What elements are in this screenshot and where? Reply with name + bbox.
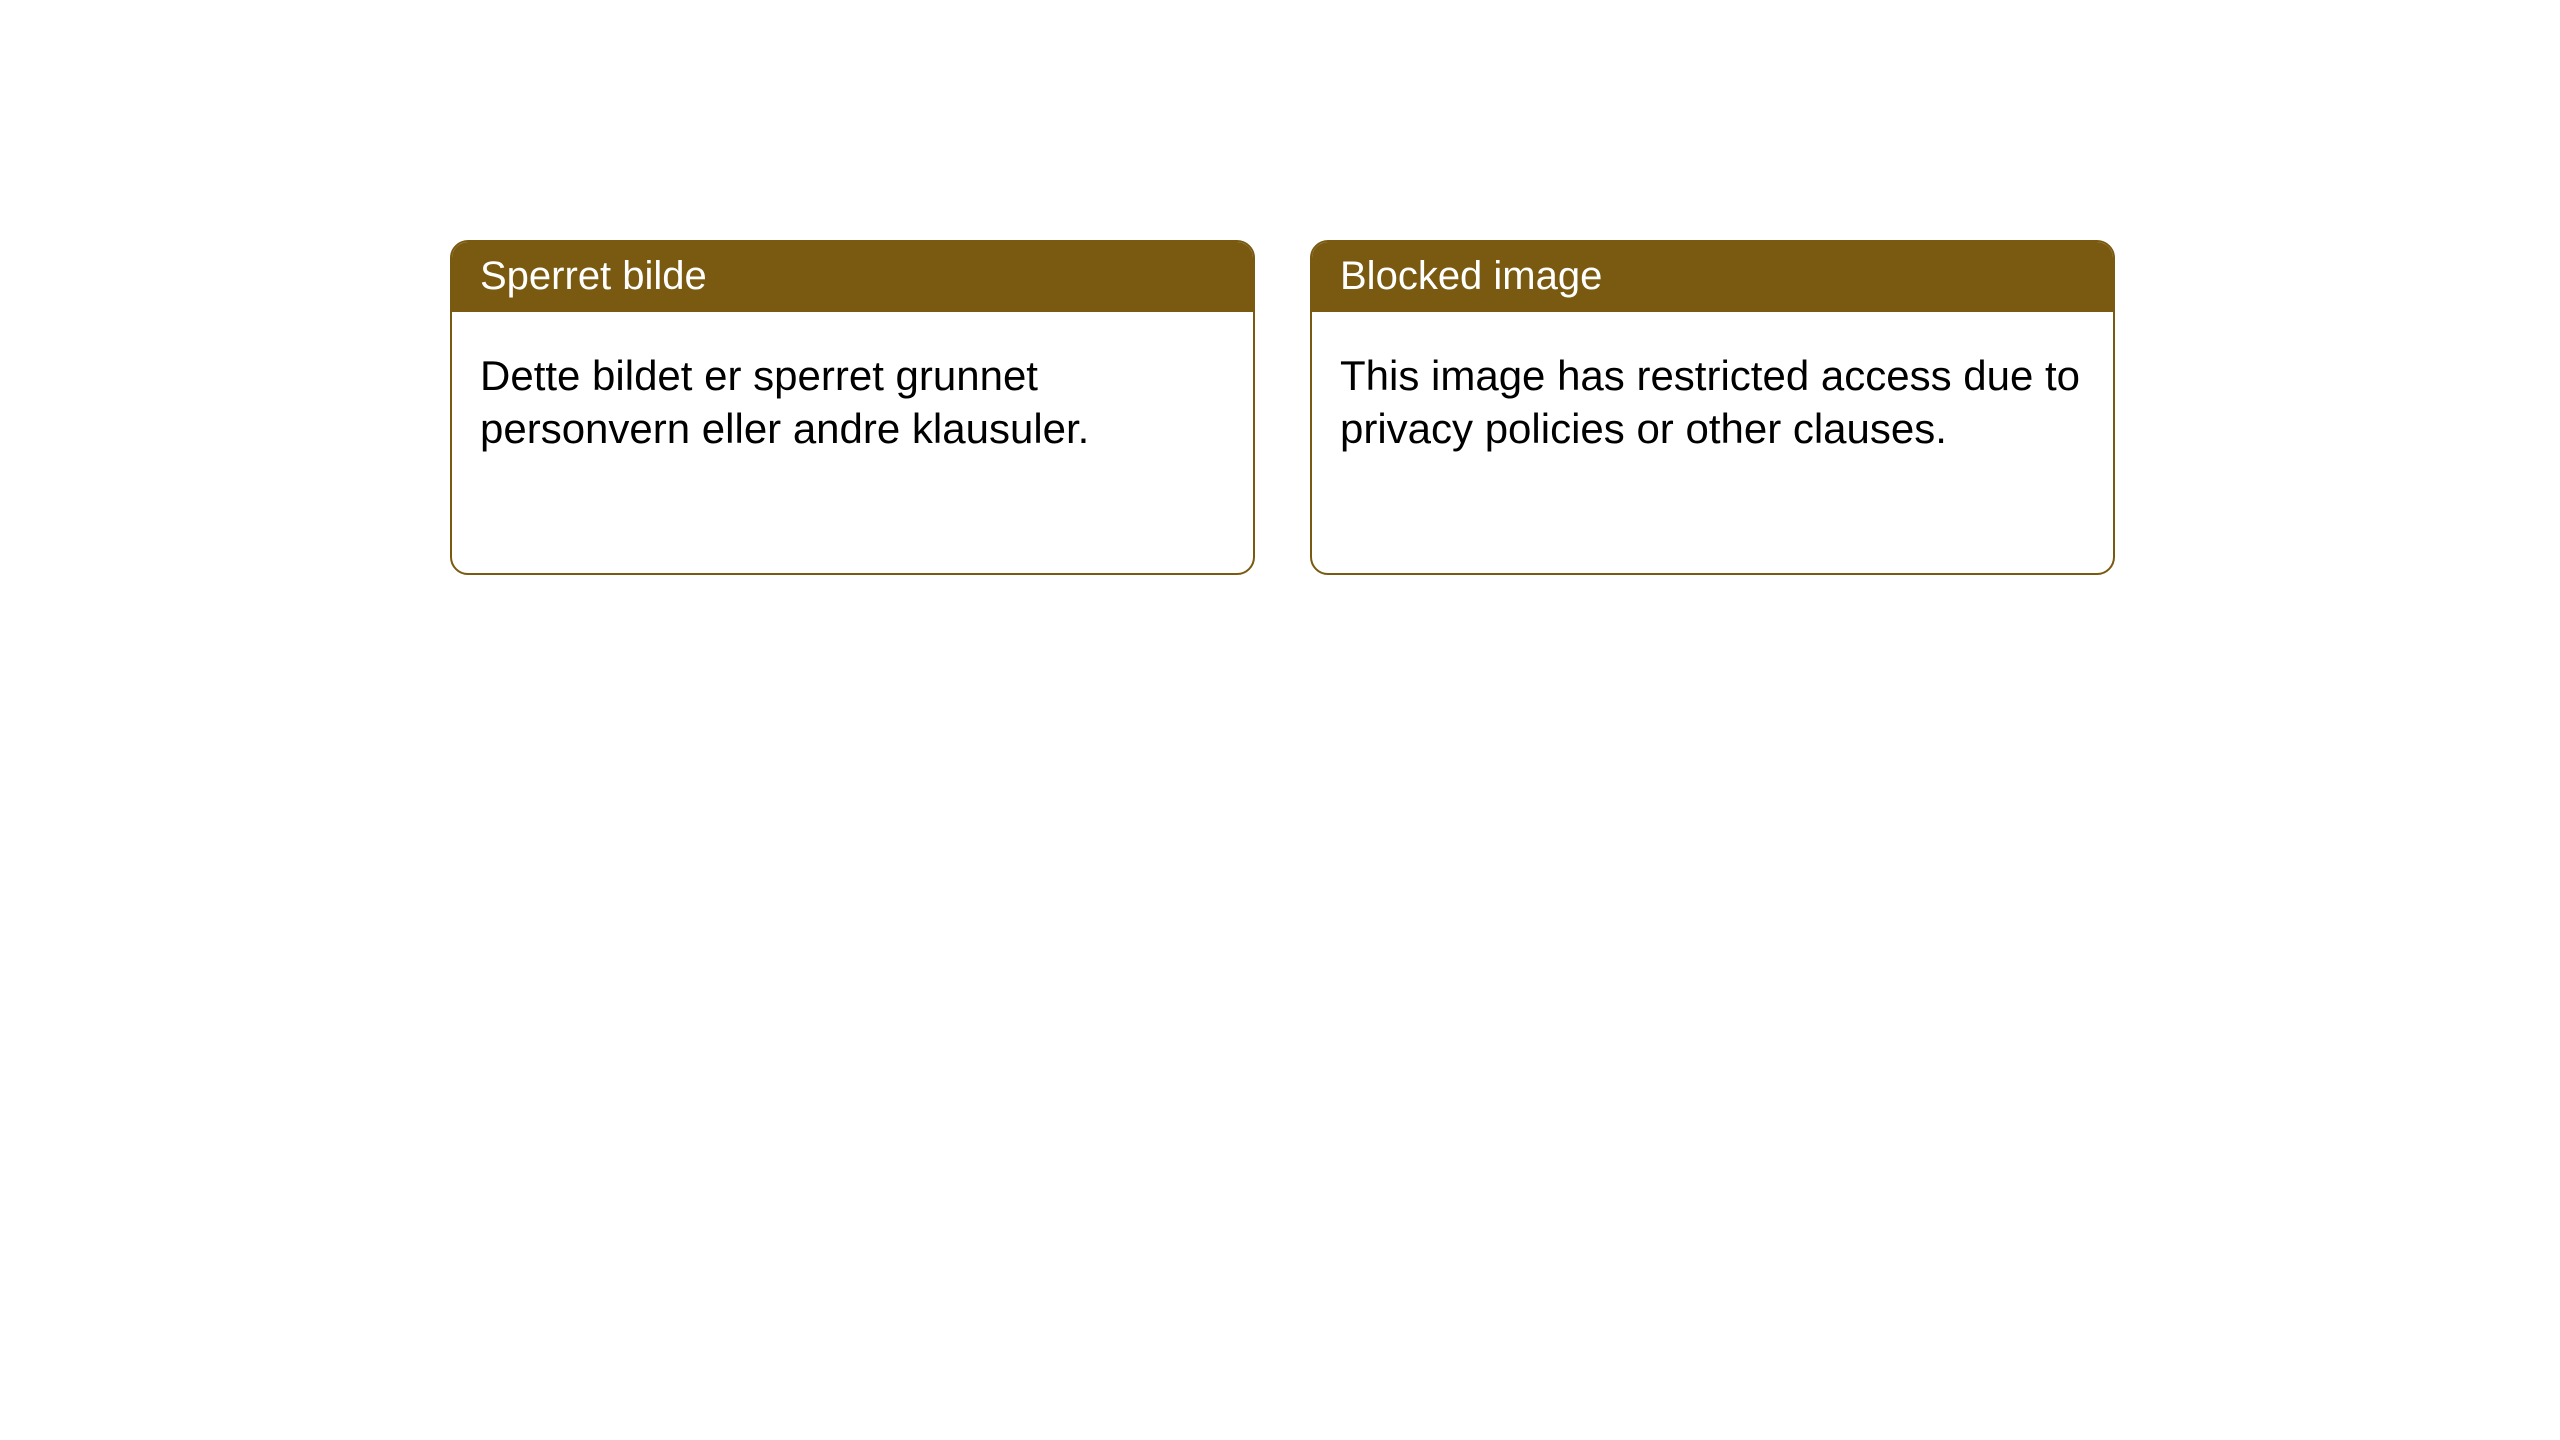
notice-title: Sperret bilde [480, 254, 707, 298]
notice-card-english: Blocked image This image has restricted … [1310, 240, 2115, 575]
notice-card-norwegian: Sperret bilde Dette bildet er sperret gr… [450, 240, 1255, 575]
notice-title: Blocked image [1340, 254, 1602, 298]
notice-header: Sperret bilde [452, 242, 1253, 312]
notice-body: Dette bildet er sperret grunnet personve… [452, 312, 1253, 493]
notice-body: This image has restricted access due to … [1312, 312, 2113, 493]
notice-body-text: This image has restricted access due to … [1340, 352, 2080, 452]
notice-header: Blocked image [1312, 242, 2113, 312]
notice-container: Sperret bilde Dette bildet er sperret gr… [450, 240, 2115, 575]
notice-body-text: Dette bildet er sperret grunnet personve… [480, 352, 1089, 452]
